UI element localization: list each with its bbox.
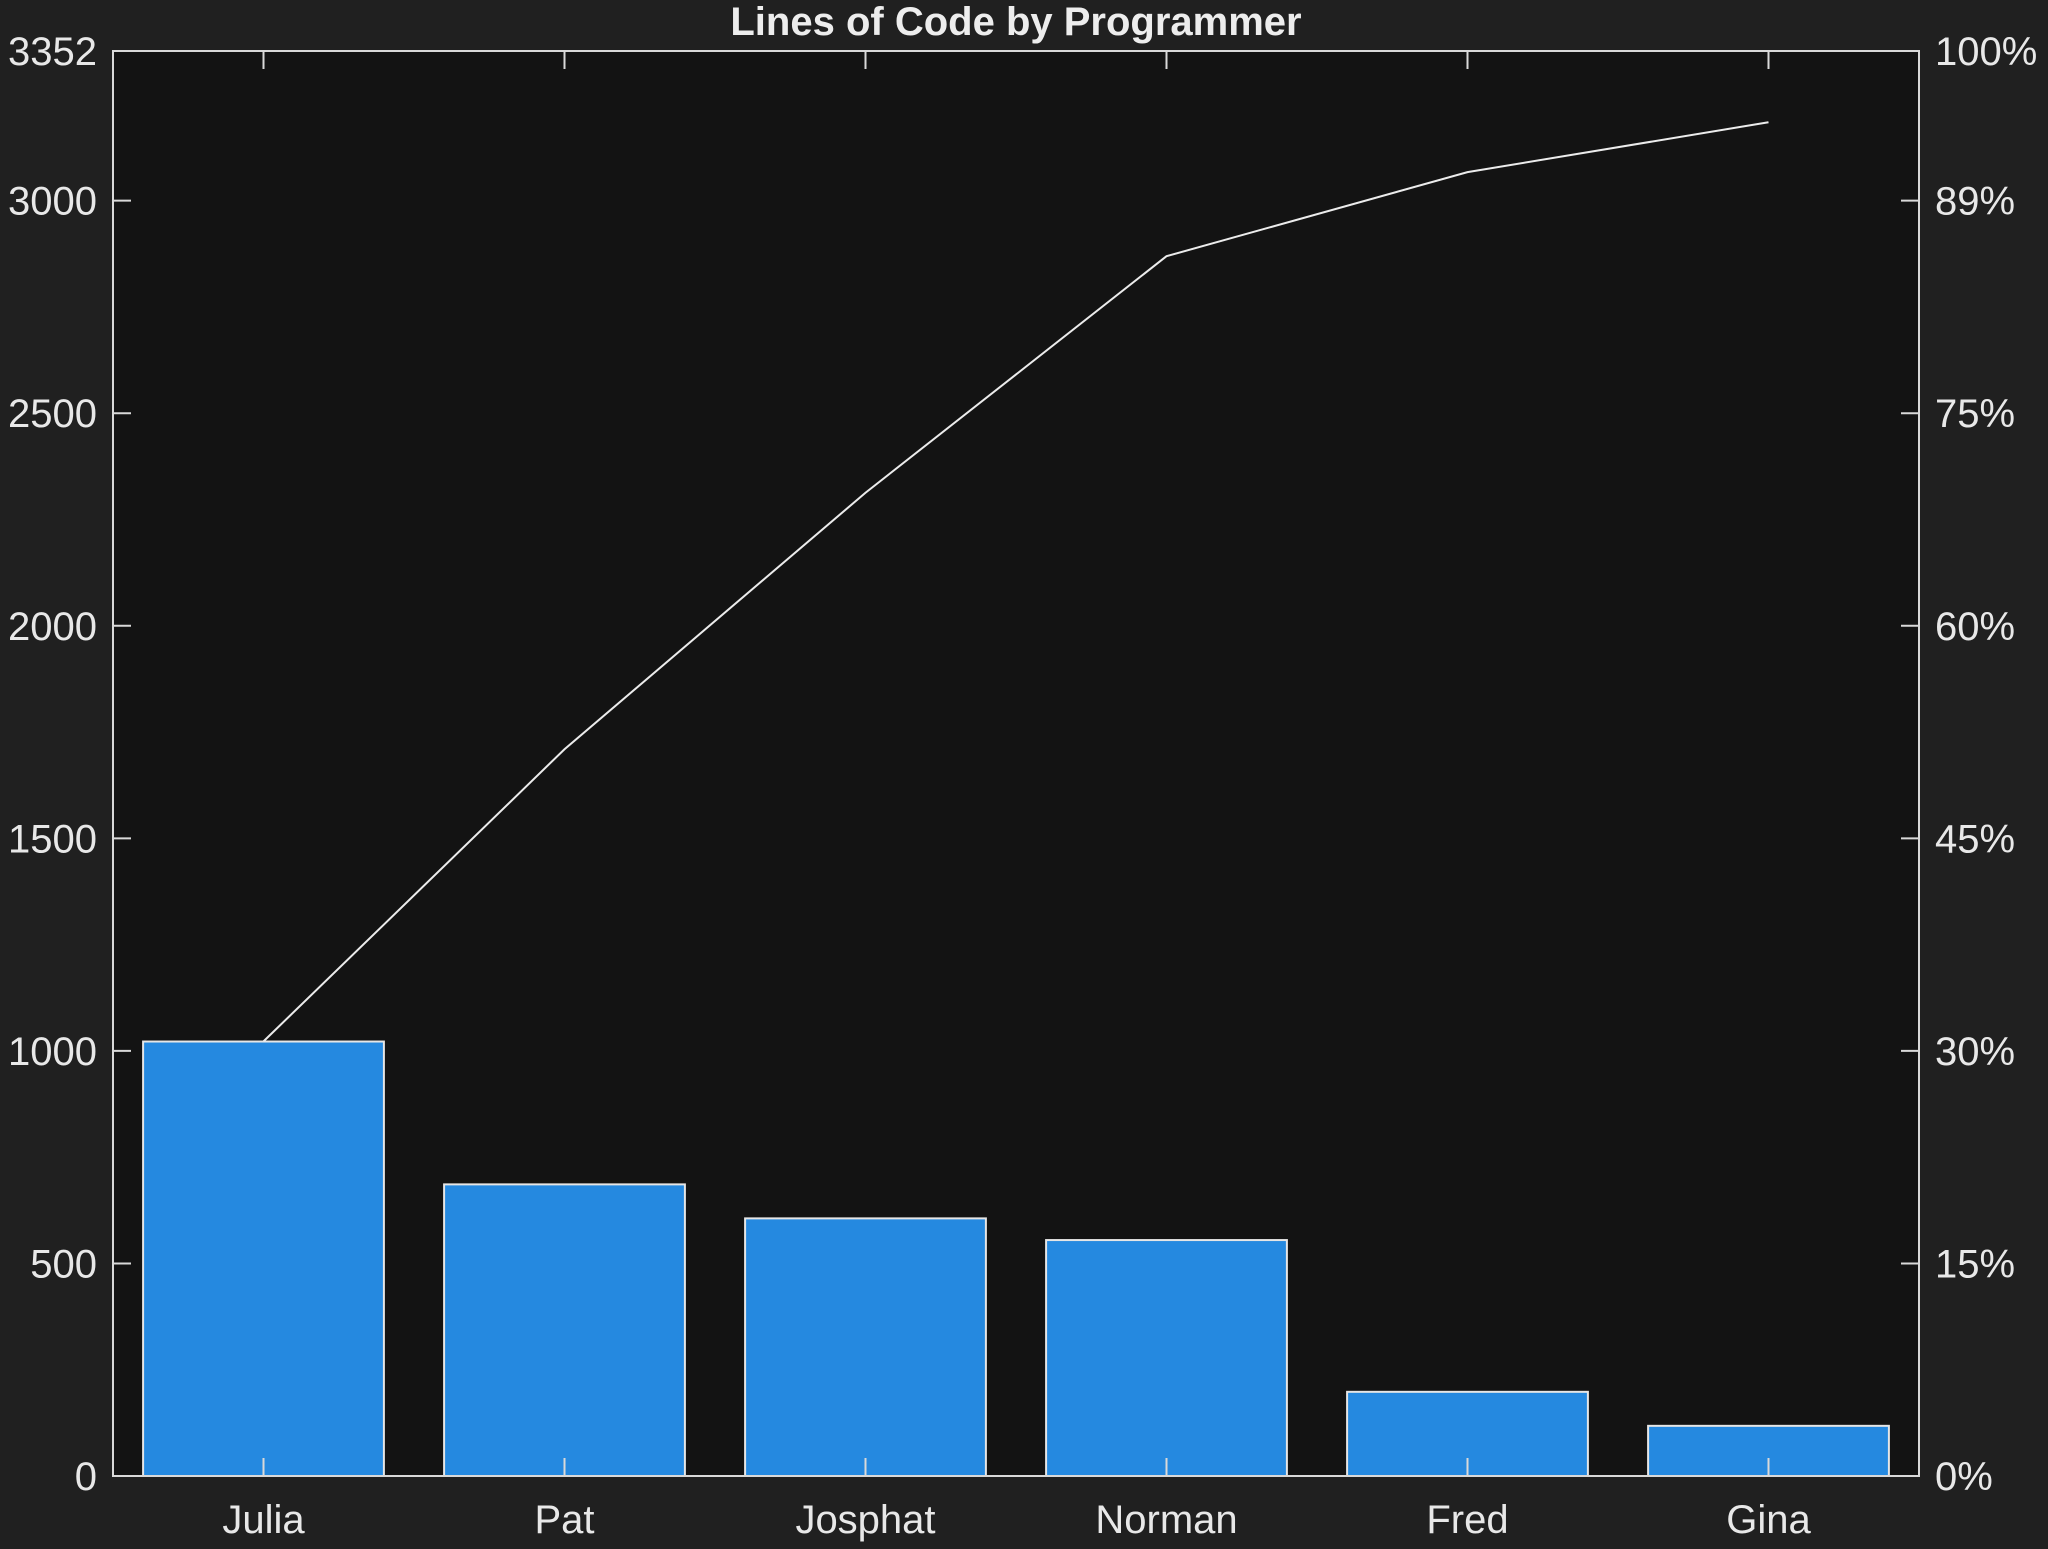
y2-tick-label: 100% (1935, 30, 2037, 74)
y2-tick-label: 0% (1935, 1455, 1993, 1499)
x-tick-label-norman: Norman (1095, 1498, 1237, 1542)
y-tick-label: 1500 (8, 817, 97, 861)
tick-labels-layer: 0 500 1000 1500 2000 2500 3000 3352 0% 15% 30% 45% 6… (8, 30, 2037, 1542)
y2-tick-label: 60% (1935, 605, 2015, 649)
cumulative-line-layer (262, 121, 1769, 1043)
y2-tick-label: 45% (1935, 817, 2015, 861)
bars-layer (142, 1040, 1890, 1478)
x-tick-label-pat: Pat (534, 1498, 594, 1542)
y-tick-label: 2500 (8, 392, 97, 436)
axes-layer (112, 50, 1920, 1477)
y-tick-label: 500 (30, 1242, 97, 1286)
bar-pat (443, 1183, 686, 1478)
bar-josphat (744, 1217, 987, 1477)
cumulative-percent-line (262, 121, 1769, 1043)
plot-area (113, 51, 1919, 1476)
y-tick-label: 0 (75, 1455, 97, 1499)
x-tick-label-fred: Fred (1426, 1498, 1508, 1542)
bar-julia (142, 1040, 385, 1478)
bar-norman (1045, 1239, 1288, 1477)
y-tick-label: 3000 (8, 180, 97, 224)
chart-title: Lines of Code by Programmer (730, 0, 1301, 44)
axes-frame (112, 50, 1920, 1477)
y2-tick-label: 30% (1935, 1030, 2015, 1074)
x-tick-label-gina: Gina (1726, 1498, 1811, 1542)
y-tick-label: 3352 (8, 30, 97, 74)
y-tick-label: 1000 (8, 1030, 97, 1074)
y2-tick-label: 15% (1935, 1242, 2015, 1286)
y-tick-label: 2000 (8, 605, 97, 649)
x-tick-label-julia: Julia (222, 1498, 305, 1542)
y2-tick-label: 75% (1935, 392, 2015, 436)
x-tick-label-josphat: Josphat (795, 1498, 935, 1542)
y2-tick-label: 89% (1935, 180, 2015, 224)
